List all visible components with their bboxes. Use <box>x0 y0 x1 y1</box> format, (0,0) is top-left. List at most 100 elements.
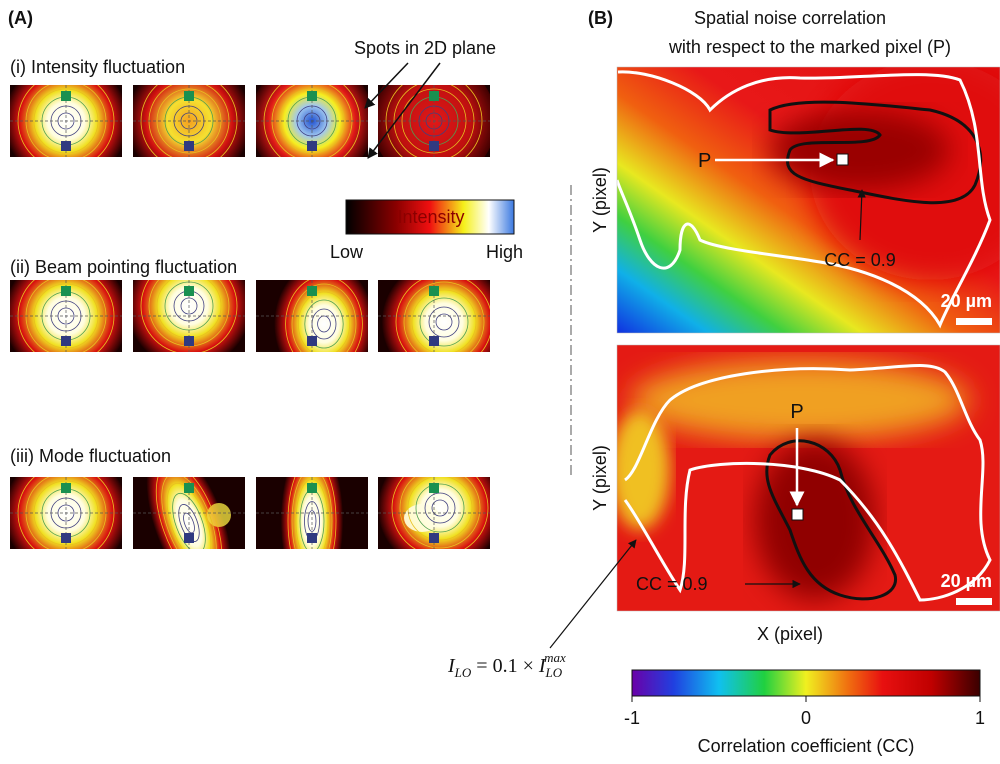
title-line: Spatial noise correlation <box>694 8 886 28</box>
symbol: I <box>447 655 456 677</box>
arrow <box>857 189 866 241</box>
intensity-colorbar <box>345 199 515 235</box>
contour <box>391 477 489 549</box>
contour <box>291 477 333 549</box>
row-title: (i) Intensity fluctuation <box>10 57 185 77</box>
x-axis-label: X (pixel) <box>757 624 823 644</box>
contour <box>395 280 490 352</box>
tile <box>133 85 245 157</box>
spot <box>429 91 439 101</box>
contour <box>311 308 337 340</box>
threshold-annotation: ILO = 0.1 × ILOmax <box>447 650 566 680</box>
outline <box>617 70 992 329</box>
panel-label: (A) <box>8 8 33 28</box>
arrow <box>549 539 637 649</box>
title-line: with respect to the marked pixel (P) <box>668 37 951 57</box>
tile <box>133 477 245 549</box>
map-region <box>617 410 670 530</box>
intensity-title: Intensity <box>397 207 464 227</box>
scale-bar <box>956 598 992 605</box>
colorbar-label: Correlation coefficient (CC) <box>698 736 915 756</box>
spot <box>184 286 194 296</box>
row-title: (iii) Mode fluctuation <box>10 446 171 466</box>
y-axis-label: Y (pixel) <box>590 167 610 233</box>
correlation-map <box>617 345 1000 611</box>
colorbar-tick-label: 1 <box>975 708 985 728</box>
spot <box>61 533 71 543</box>
spot <box>61 336 71 346</box>
spot <box>429 533 439 543</box>
colorbar-tick-label: -1 <box>624 708 640 728</box>
spot <box>61 91 71 101</box>
row-title: (ii) Beam pointing fluctuation <box>10 257 237 277</box>
spot <box>184 91 194 101</box>
beam <box>378 477 490 549</box>
marked-pixel <box>836 153 849 166</box>
contour <box>307 510 317 532</box>
contour <box>178 504 200 542</box>
contour-label: CC = 0.9 <box>636 574 708 594</box>
map-frame <box>616 66 1000 334</box>
contour <box>765 439 897 601</box>
intensity-high: High <box>486 242 523 262</box>
map-region <box>630 360 970 440</box>
spot <box>184 336 194 346</box>
map-region <box>755 440 875 600</box>
subscript: LO <box>454 665 472 680</box>
contour <box>415 483 465 533</box>
contour <box>161 477 217 549</box>
colorbar-ticks: -1 0 1 <box>624 696 985 728</box>
contour <box>411 289 477 352</box>
contour <box>291 283 357 352</box>
scale-label: 20 µm <box>941 291 992 311</box>
spots-label: Spots in 2D plane <box>354 38 496 58</box>
tile <box>256 280 368 352</box>
spot <box>184 141 194 151</box>
tile <box>378 85 490 157</box>
contour <box>435 313 453 331</box>
tile <box>378 280 490 352</box>
contour <box>399 477 481 549</box>
spot <box>307 533 317 543</box>
spot <box>307 141 317 151</box>
beam <box>274 280 368 352</box>
tile <box>10 280 122 352</box>
contour <box>424 492 456 524</box>
subscript: LO <box>545 665 563 680</box>
contour-label: CC = 0.9 <box>824 250 896 270</box>
contour <box>304 299 344 349</box>
tile <box>378 477 490 549</box>
spot <box>307 483 317 493</box>
contour <box>298 291 350 352</box>
colorbar-tick-label: 0 <box>801 708 811 728</box>
scale-bar <box>956 318 992 325</box>
spot <box>429 336 439 346</box>
tile <box>133 280 245 352</box>
map-region <box>770 110 950 190</box>
tile <box>10 85 122 157</box>
spot <box>429 483 439 493</box>
contour <box>428 306 460 338</box>
contour <box>166 483 212 549</box>
contour <box>403 281 485 352</box>
tile <box>256 477 368 549</box>
contour <box>140 280 238 352</box>
contour <box>172 492 206 549</box>
contour <box>155 477 223 549</box>
contour <box>419 297 469 347</box>
spot <box>184 483 194 493</box>
point-label: P <box>790 401 803 423</box>
spot <box>307 336 317 346</box>
contour <box>768 100 983 205</box>
marked-pixel <box>791 508 804 521</box>
spot <box>429 286 439 296</box>
spot <box>307 91 317 101</box>
spot <box>61 141 71 151</box>
arrow <box>364 62 409 109</box>
panel-label: (B) <box>588 8 613 28</box>
tiles <box>10 85 490 549</box>
tile <box>10 477 122 549</box>
scale-label: 20 µm <box>941 571 992 591</box>
map-frame <box>616 344 1000 612</box>
